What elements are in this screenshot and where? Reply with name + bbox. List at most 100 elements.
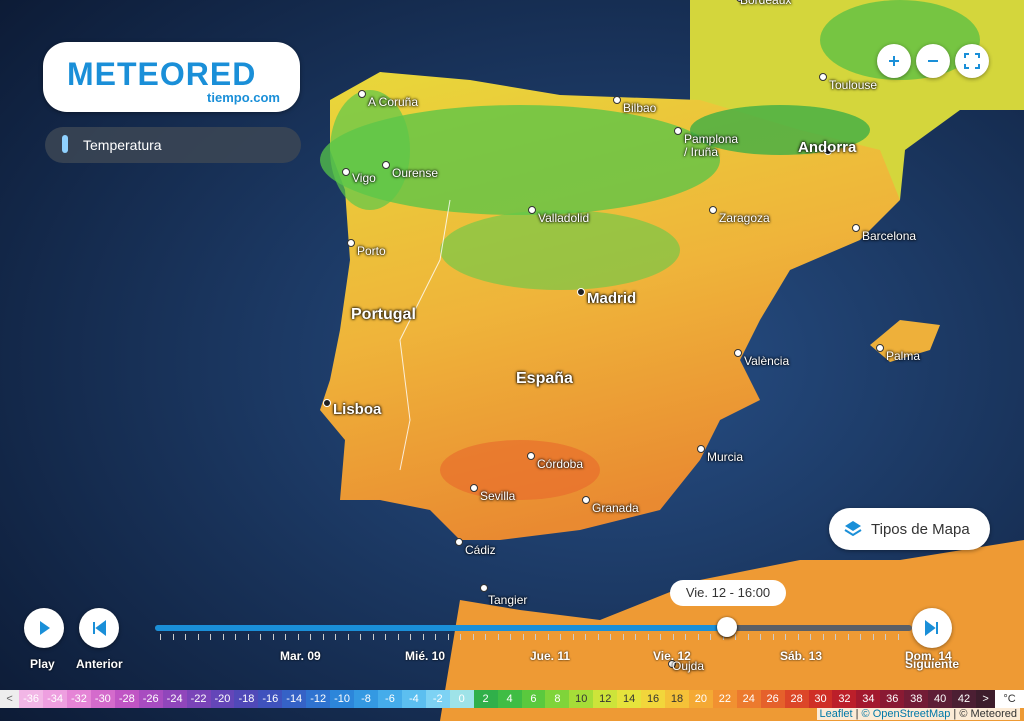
next-button[interactable]	[912, 608, 952, 648]
city-marker	[613, 96, 621, 104]
timeline-tick	[797, 634, 799, 640]
timeline-tick	[772, 634, 774, 640]
city-label: Palma	[886, 349, 921, 363]
city-label: Ourense	[392, 166, 439, 180]
timeline-tick	[297, 634, 299, 640]
timeline-tick	[272, 634, 274, 640]
timeline-tick	[410, 634, 411, 640]
timeline-tick	[360, 634, 361, 640]
legend-item: 16	[641, 690, 666, 708]
timeline-tick	[722, 634, 724, 640]
timeline-tick	[310, 634, 311, 640]
previous-button[interactable]	[79, 608, 119, 648]
thermometer-icon	[62, 135, 68, 153]
legend-item: -34	[43, 690, 67, 708]
city-label: Pamplona / Iruña	[684, 132, 739, 159]
timeline-tick	[397, 634, 399, 640]
separator: |	[950, 708, 960, 720]
city-marker	[382, 161, 390, 169]
legend-item: -28	[114, 690, 139, 708]
attribution-link[interactable]: © Meteored	[959, 708, 1017, 720]
city-marker	[347, 239, 355, 247]
city-label: Granada	[592, 501, 639, 515]
zoom-out[interactable]	[916, 44, 950, 78]
legend-item: 30	[808, 690, 833, 708]
timeline-tick	[247, 634, 249, 640]
legend-above: >	[976, 690, 996, 708]
legend-item: 12	[593, 690, 618, 708]
city-marker	[577, 288, 585, 296]
timeline-tick	[697, 634, 699, 640]
logo[interactable]: METEORED tiempo.com	[43, 42, 300, 112]
city-marker	[582, 496, 590, 504]
legend-item: 34	[856, 690, 881, 708]
legend-item: 32	[832, 690, 857, 708]
city-label: Murcia	[707, 450, 744, 464]
legend-item: 20	[688, 690, 713, 708]
map-types[interactable]: Tipos de Mapa	[829, 508, 990, 550]
timeline-tick	[447, 634, 449, 640]
city-label: Bilbao	[623, 101, 657, 115]
icon	[40, 621, 50, 635]
city-marker	[342, 168, 350, 176]
timeline-tick	[835, 634, 836, 640]
city-marker	[824, 147, 832, 155]
previous-label: Anterior	[76, 657, 123, 671]
legend-item: 38	[904, 690, 929, 708]
legend-item: -30	[90, 690, 115, 708]
timeline-tick	[810, 634, 811, 640]
legend-item: 22	[712, 690, 737, 708]
timeline-tick	[785, 634, 786, 640]
legend-item: -14	[282, 690, 307, 708]
city-marker	[674, 127, 682, 135]
icon	[889, 56, 899, 66]
legend-item: 14	[617, 690, 642, 708]
city-marker	[876, 344, 884, 352]
timeline-tick	[335, 634, 336, 640]
timeline-tick	[747, 634, 749, 640]
city-label: Vigo	[352, 171, 376, 185]
timeline-handle[interactable]	[717, 617, 737, 637]
timeline-tick	[235, 634, 236, 640]
city-marker	[668, 660, 676, 668]
timeline-tick	[185, 634, 186, 640]
attribution-link[interactable]: © OpenStreetMap	[861, 708, 951, 720]
center-green	[440, 210, 680, 290]
current-time: Vie. 12 - 16:00	[670, 580, 786, 606]
city-marker	[734, 349, 742, 357]
layers-icon	[844, 521, 862, 537]
legend-item: 42	[952, 690, 977, 708]
attribution-link[interactable]: Leaflet	[819, 708, 853, 720]
city-label: Bordeaux	[740, 0, 792, 7]
icon	[964, 53, 980, 69]
timeline-tick	[372, 634, 374, 640]
day-label: Mar. 09	[280, 649, 321, 663]
legend-unit: °C	[995, 690, 1024, 708]
city-label: Tangier	[488, 593, 528, 607]
timeline-tick	[422, 634, 424, 640]
legend-item: 18	[665, 690, 689, 708]
timeline-tick	[535, 634, 536, 640]
timeline-tick	[860, 634, 861, 640]
zoom-in[interactable]	[877, 44, 911, 78]
city-marker	[455, 538, 463, 546]
legend-item: 4	[497, 690, 522, 708]
layer-selector[interactable]: Temperatura	[45, 127, 301, 163]
timeline-tick	[585, 634, 586, 640]
day-label: Vie. 12	[653, 649, 691, 663]
play-label: Play	[30, 657, 55, 671]
city-label: A Coruña	[368, 95, 419, 109]
city-marker	[470, 484, 478, 492]
icon	[928, 60, 938, 62]
city-label: Andorra	[798, 139, 857, 156]
day-label: Mié. 10	[405, 649, 446, 663]
timeline-tick	[822, 634, 824, 640]
play-button[interactable]	[24, 608, 64, 648]
city-marker	[819, 73, 827, 81]
fullscreen[interactable]	[955, 44, 989, 78]
icon	[925, 620, 938, 636]
next-label: Siguiente	[905, 657, 960, 671]
legend-item: 0	[449, 690, 474, 708]
